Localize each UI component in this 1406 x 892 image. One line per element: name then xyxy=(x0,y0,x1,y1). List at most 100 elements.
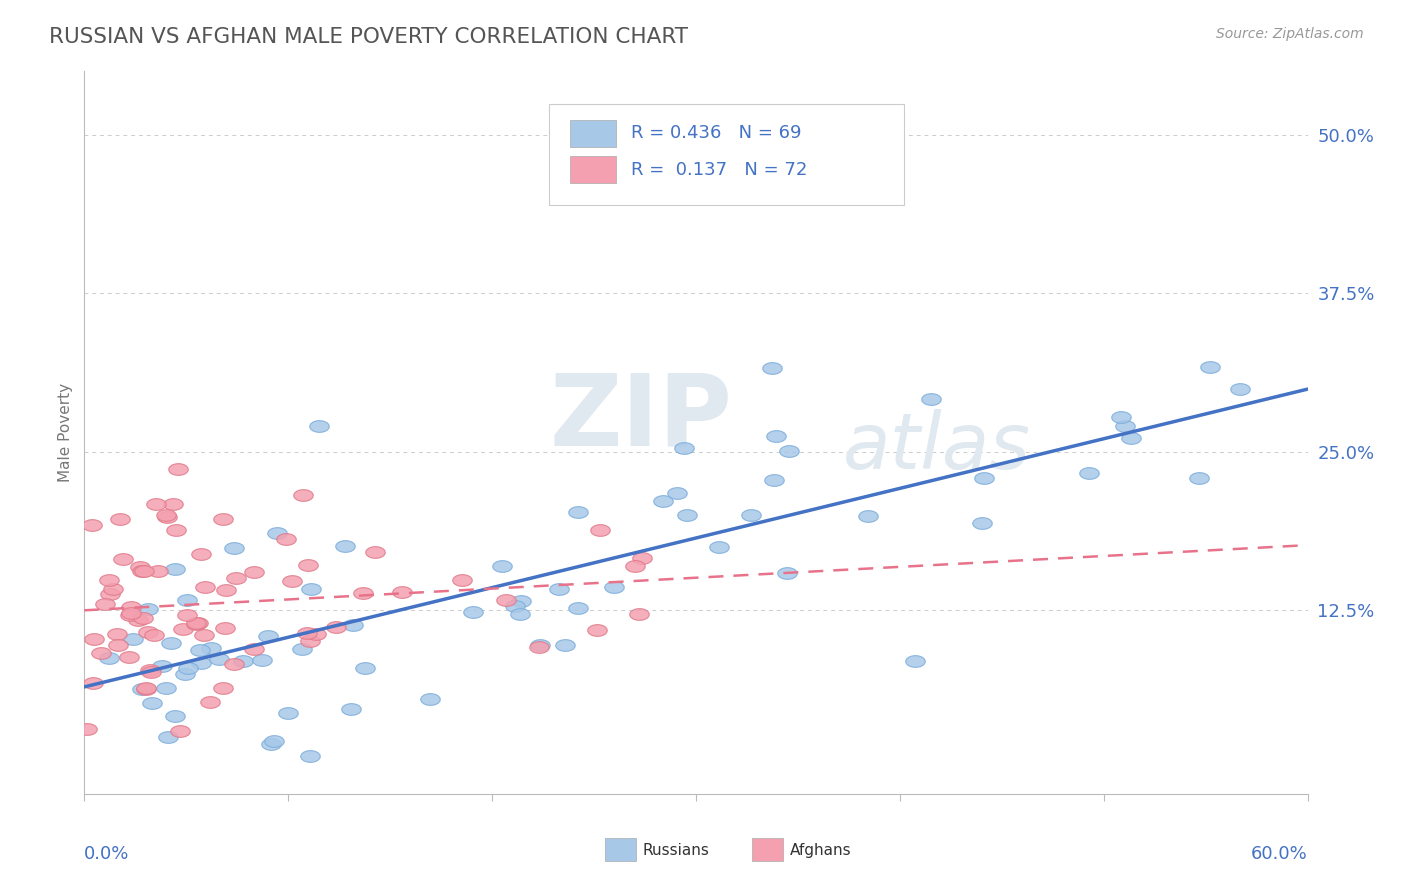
Point xyxy=(184,617,207,632)
Point xyxy=(627,607,650,621)
Point xyxy=(225,571,247,585)
Point xyxy=(1078,466,1101,480)
Point xyxy=(567,504,589,518)
Point xyxy=(176,661,198,675)
Point xyxy=(1229,382,1251,396)
Text: RUSSIAN VS AFGHAN MALE POVERTY CORRELATION CHART: RUSSIAN VS AFGHAN MALE POVERTY CORRELATI… xyxy=(49,27,688,46)
Text: R = 0.436   N = 69: R = 0.436 N = 69 xyxy=(631,125,801,143)
Point xyxy=(187,615,209,630)
Point xyxy=(132,611,155,625)
Point xyxy=(150,659,173,673)
Point xyxy=(165,709,187,723)
Point xyxy=(297,558,319,572)
Text: Russians: Russians xyxy=(643,843,710,857)
Point xyxy=(141,696,163,710)
Point xyxy=(156,510,179,524)
Point xyxy=(134,564,156,578)
Point xyxy=(107,638,129,652)
Point xyxy=(211,512,233,526)
Point xyxy=(973,471,995,485)
Point xyxy=(775,566,797,581)
Point xyxy=(214,621,236,635)
Point xyxy=(765,428,787,442)
Point xyxy=(495,593,517,607)
Point xyxy=(232,654,254,668)
Point xyxy=(740,508,762,522)
Point xyxy=(281,574,304,589)
Point xyxy=(491,558,513,573)
Point xyxy=(1199,359,1222,374)
Point xyxy=(188,643,211,657)
Point xyxy=(260,738,283,752)
Point xyxy=(672,441,695,455)
Point xyxy=(146,564,169,578)
Point xyxy=(503,599,526,613)
Point xyxy=(139,663,162,677)
Point xyxy=(529,638,551,652)
Point xyxy=(155,681,177,696)
Point xyxy=(325,620,347,634)
Point xyxy=(212,681,235,695)
Point xyxy=(1119,431,1142,445)
FancyBboxPatch shape xyxy=(550,103,904,205)
Point xyxy=(118,607,141,622)
Point xyxy=(391,585,413,599)
Text: 0.0%: 0.0% xyxy=(84,845,129,863)
Point xyxy=(94,597,117,611)
Text: 60.0%: 60.0% xyxy=(1251,845,1308,863)
Point xyxy=(354,661,377,675)
Point xyxy=(527,640,550,655)
Point xyxy=(136,602,159,616)
Text: R =  0.137   N = 72: R = 0.137 N = 72 xyxy=(631,161,807,178)
Point xyxy=(90,646,112,660)
Point xyxy=(134,681,156,695)
Point xyxy=(190,547,212,561)
Point xyxy=(586,623,609,637)
Point xyxy=(120,600,142,615)
Point xyxy=(567,601,589,615)
Point xyxy=(111,552,134,566)
Point xyxy=(1188,471,1211,485)
Point xyxy=(624,559,647,574)
Point xyxy=(266,525,288,540)
Point xyxy=(120,606,142,620)
Point xyxy=(162,497,184,511)
Point xyxy=(1114,418,1136,433)
Point xyxy=(121,632,143,646)
Text: ZIP: ZIP xyxy=(550,369,733,467)
Point xyxy=(707,540,730,554)
Point xyxy=(243,642,266,657)
Text: Afghans: Afghans xyxy=(790,843,852,857)
Text: atlas: atlas xyxy=(842,409,1031,485)
Point xyxy=(463,605,485,619)
Point xyxy=(193,628,215,642)
Point xyxy=(299,748,322,763)
Point xyxy=(143,627,166,641)
Point xyxy=(277,706,299,721)
Point xyxy=(554,638,576,652)
Point xyxy=(108,512,131,526)
Point xyxy=(333,539,356,553)
Point xyxy=(131,564,153,578)
FancyBboxPatch shape xyxy=(569,120,616,147)
Point xyxy=(920,392,942,406)
Point xyxy=(353,585,375,599)
FancyBboxPatch shape xyxy=(569,156,616,184)
Point xyxy=(200,695,222,709)
Point xyxy=(603,580,626,594)
Point xyxy=(363,545,385,559)
Point xyxy=(250,653,273,667)
Point xyxy=(222,657,245,671)
Point xyxy=(190,656,212,670)
Point xyxy=(208,652,231,666)
Point xyxy=(666,485,689,500)
Point xyxy=(509,594,531,608)
Point xyxy=(856,508,879,523)
Point xyxy=(548,582,571,596)
Point xyxy=(263,734,285,748)
Point xyxy=(184,616,207,631)
Point xyxy=(176,593,198,607)
Point xyxy=(135,681,157,696)
Point xyxy=(904,654,927,668)
Point xyxy=(141,665,163,679)
